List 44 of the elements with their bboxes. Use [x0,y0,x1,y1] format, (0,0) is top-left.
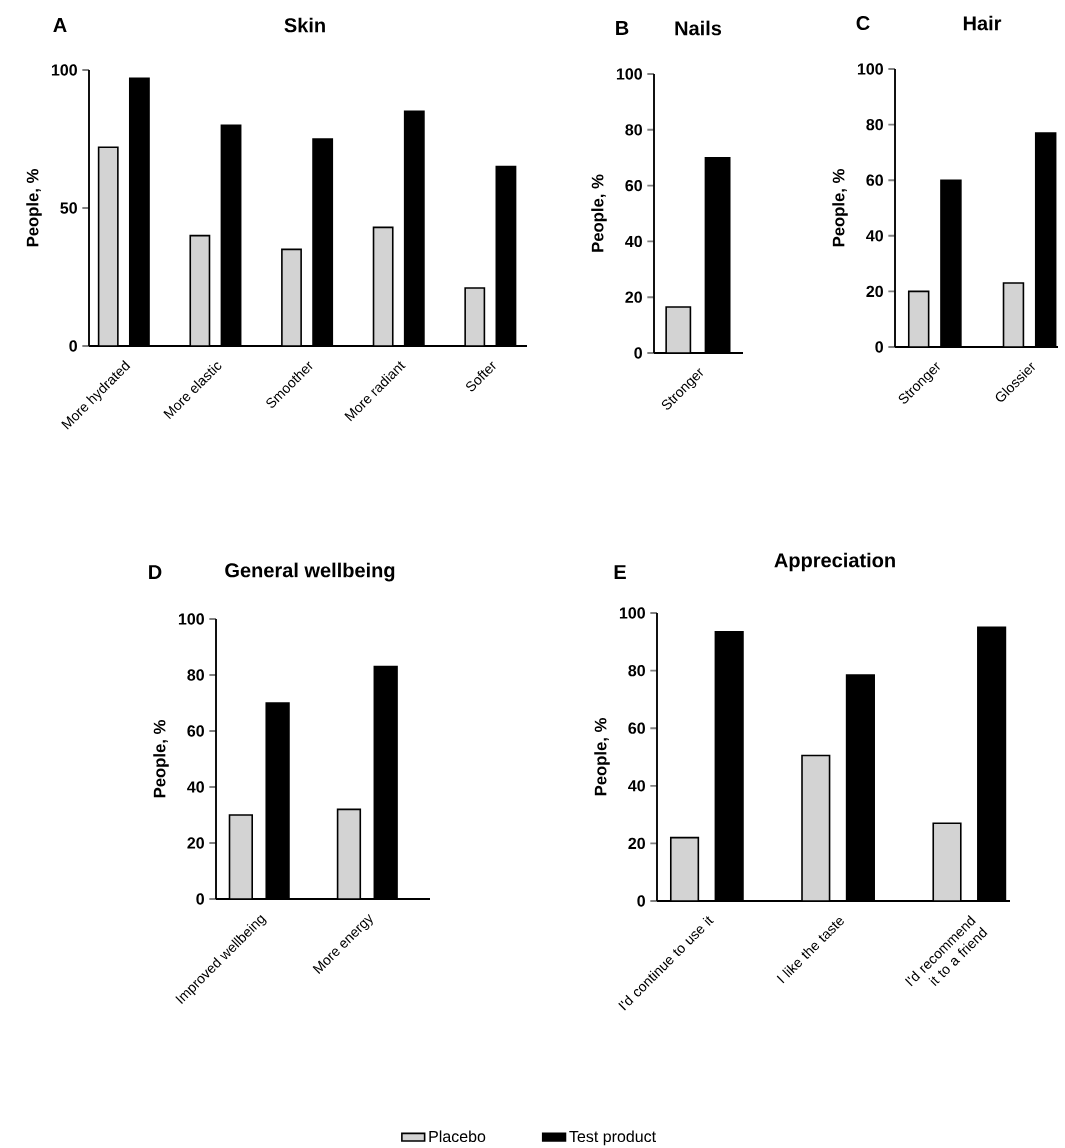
y-tick-label: 0 [69,340,77,352]
text: B [616,21,629,35]
chart-title: Appreciation [774,552,895,572]
y-tick-label: 100 [857,63,883,75]
chart-title: General wellbeing [225,562,395,582]
y-tick-label: 40 [625,235,642,248]
y-tick-label: 80 [187,669,204,681]
y-axis-title: People, % [153,720,169,798]
y-axis-title: People, % [591,174,607,252]
y-tick-label: 100 [51,64,77,76]
legend-label: Test product [569,1130,656,1146]
text: A [53,18,67,32]
y-tick-label: 80 [628,664,645,677]
y-tick-label: 40 [628,780,645,792]
y-tick-label: 80 [866,118,883,131]
y-tick-label: 60 [866,174,883,186]
chart-title: Nails [675,20,722,36]
chart-title: Skin [284,17,325,33]
y-axis-title: People, % [594,718,610,796]
y-tick-label: 20 [628,837,645,850]
y-tick-label: 20 [187,837,204,849]
text: D [149,565,162,579]
y-tick-label: 100 [178,613,204,625]
y-tick-label: 60 [625,179,642,192]
y-tick-label: 40 [866,230,883,242]
y-tick-label: 0 [637,895,645,907]
text: E [614,565,626,579]
y-tick-label: 20 [866,285,883,298]
text: C [856,15,870,31]
y-tick-label: 40 [187,781,204,793]
y-tick-label: 100 [619,607,645,619]
y-tick-label: 0 [634,347,642,359]
y-tick-label: 20 [625,291,642,303]
y-axis-title: People, % [26,169,42,247]
legend-label: Placebo [429,1130,486,1143]
y-tick-label: 50 [60,202,77,214]
y-tick-label: 100 [616,68,642,80]
y-tick-label: 80 [625,124,642,136]
y-axis-title: People, % [832,169,848,247]
chart-title: Hair [963,15,1002,31]
y-tick-label: 0 [875,341,883,353]
y-tick-label: 60 [187,725,204,737]
y-tick-label: 0 [196,893,204,905]
y-tick-label: 60 [628,722,645,734]
